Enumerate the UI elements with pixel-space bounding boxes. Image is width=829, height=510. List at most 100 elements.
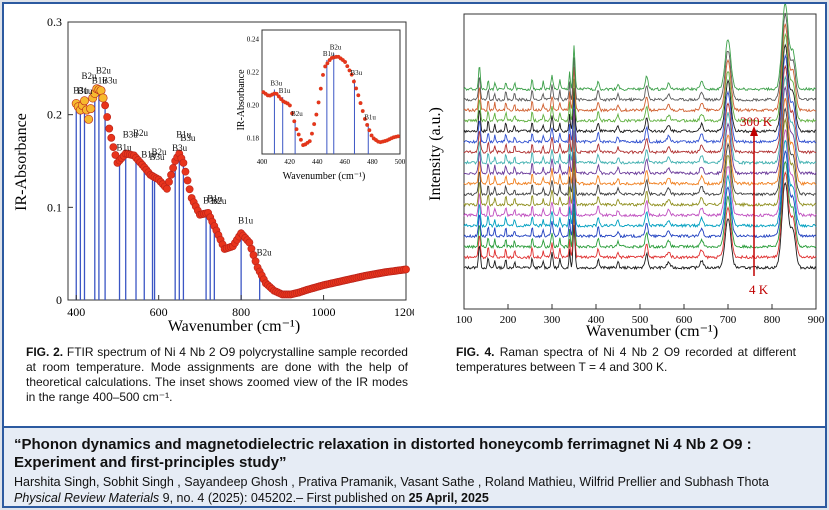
inset-mode-label: B2u (291, 110, 303, 118)
raman-spectrum-line (463, 128, 817, 218)
ftir-data-point (179, 158, 188, 167)
mode-label: B1u (176, 130, 192, 140)
ftir-data-point (169, 164, 178, 172)
mode-label: B2u (257, 248, 273, 258)
inset-data-point (316, 100, 321, 105)
raman-spectrum-line (463, 43, 817, 134)
ftir-data-point (107, 133, 116, 142)
mode-label: B3u (203, 195, 219, 205)
mode-label: B1u (92, 75, 108, 85)
inset-data-point (369, 133, 374, 138)
label-300k: 300 K (740, 114, 773, 129)
inset-data-point (356, 93, 361, 98)
raman-x-tick-label: 300 (544, 314, 561, 326)
raman-spectrum-line (463, 107, 817, 197)
ftir-data-point (96, 86, 106, 96)
inset-data-point (351, 79, 356, 84)
mode-label: B3u (150, 152, 166, 162)
raman-spectrum-line (463, 160, 817, 250)
inset-data-point (312, 122, 317, 127)
raman-spectrum-line (463, 181, 817, 271)
raman-x-tick-label: 800 (764, 314, 781, 326)
inset-x-tick-label: 420 (284, 158, 295, 166)
mode-label: B1u (77, 86, 93, 96)
raman-spectrum-line (463, 64, 817, 155)
x-tick-label: 600 (150, 305, 168, 319)
mode-label: B1u (207, 193, 223, 203)
raman-spectrum-line (463, 171, 817, 260)
raman-x-tick-label: 700 (720, 314, 737, 326)
raman-spectrum-line (463, 23, 817, 113)
raman-spectrum-line (463, 117, 817, 208)
inset-data-point (343, 59, 348, 64)
inset-data-point (362, 116, 367, 121)
inset-x-tick-label: 480 (367, 158, 378, 166)
inset-data-point (365, 122, 370, 127)
raman-xlabel: Wavenumber (cm⁻¹) (586, 323, 718, 339)
fig4-caption-label: FIG. 4. (456, 345, 495, 359)
inset-data-point (314, 112, 319, 117)
mode-label: B3u (172, 143, 188, 153)
inset-xlabel: Wavenumber (cm⁻¹) (283, 171, 366, 182)
inset-x-tick-label: 440 (312, 158, 323, 166)
inset-data-point (323, 64, 328, 69)
ftir-data-point (163, 184, 171, 193)
mode-label: B2u (96, 66, 112, 76)
inset-data-point (287, 103, 292, 108)
ftir-data-point (111, 151, 120, 159)
inset-data-point (292, 119, 297, 124)
raman-x-tick-label: 600 (676, 314, 693, 326)
inset-data-point (310, 131, 314, 136)
inset-data-point (307, 139, 312, 144)
ftir-data-point (185, 185, 194, 194)
ftir-data-point (84, 114, 94, 124)
raman-x-tick-label: 900 (808, 314, 825, 326)
mode-label: B2u (211, 196, 227, 206)
x-tick-label: 1000 (312, 305, 336, 319)
inset-data-point (396, 134, 401, 139)
y-tick-label: 0 (56, 293, 62, 307)
inset-data-point (367, 128, 372, 133)
raman-x-tick-label: 500 (632, 314, 649, 326)
ftir-ylabel: IR-Absorbance (13, 113, 30, 211)
y-tick-label: 0.1 (47, 200, 62, 214)
fig4-caption-text: Raman spectra of Ni 4 Nb 2 O9 recorded a… (456, 345, 796, 374)
ftir-inset: 0.180.200.220.24 400 420 440 460 480 500 B3uB… (236, 29, 406, 182)
inset-mode-label: B1u (323, 50, 335, 58)
inset-data-point (360, 109, 365, 113)
raman-x-tick-label: 100 (456, 314, 473, 326)
inset-x-tick-label: 400 (257, 158, 268, 166)
raman-spectrum-line (463, 12, 817, 103)
fig2-caption-text: FTIR spectrum of Ni 4 Nb 2 O9 polycrysta… (26, 345, 408, 404)
raman-spectrum-line (463, 85, 817, 176)
inset-x-tick-label: 500 (395, 158, 406, 166)
inset-y-tick-label: 0.18 (247, 134, 260, 142)
inset-data-point (294, 127, 299, 132)
ftir-data-point (167, 170, 175, 179)
inset-data-point (298, 137, 303, 142)
x-tick-label: 400 (67, 305, 85, 319)
inset-data-point (325, 61, 330, 66)
raman-spectrum-line (463, 53, 817, 145)
x-tick-label: 800 (232, 305, 250, 319)
ftir-xlabel: Wavenumber (cm⁻¹) (168, 318, 300, 334)
mode-label: B1u (141, 149, 157, 159)
raman-spectrum-line (463, 32, 817, 124)
journal-name: Physical Review Materials (14, 491, 160, 505)
citation-details: 9, no. 4 (2025): 045202.– First publishe… (159, 491, 409, 505)
inset-data-point (349, 72, 354, 77)
fig2-caption: FIG. 2. FTIR spectrum of Ni 4 Nb 2 O9 po… (26, 345, 408, 405)
raman-spectrum-line (464, 75, 817, 166)
mode-label: B3u (123, 130, 139, 140)
inset-y-tick-label: 0.20 (247, 101, 260, 109)
paper-citation: Physical Review Materials 9, no. 4 (2025… (14, 490, 815, 506)
raman-spectrum-line (463, 149, 817, 239)
raman-x-tick-label: 400 (588, 314, 605, 326)
inset-mode-label: B1u (279, 87, 291, 95)
inset-data-point (290, 111, 295, 116)
y-tick-label: 0.3 (47, 15, 62, 29)
mode-label: B3u (73, 86, 89, 96)
mode-label: B1u (117, 143, 133, 153)
paper-title: “Phonon dynamics and magnetodielectric r… (14, 436, 752, 471)
x-tick-label: 1200 (394, 305, 414, 319)
